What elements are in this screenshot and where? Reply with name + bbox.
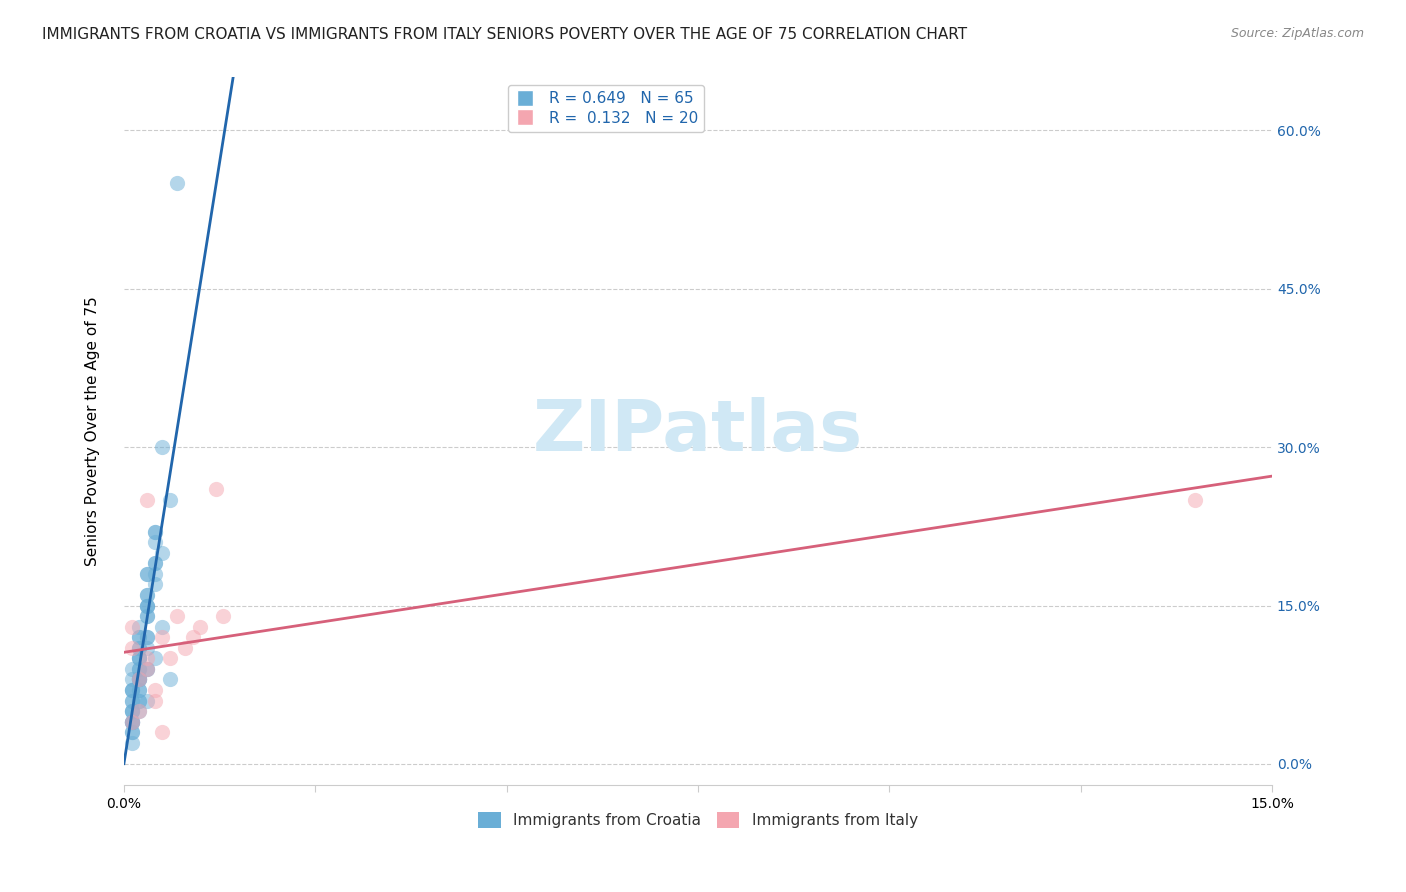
Point bbox=[135, 662, 157, 676]
Point bbox=[121, 683, 143, 698]
Point bbox=[150, 440, 173, 454]
Point bbox=[135, 588, 157, 602]
Point bbox=[128, 662, 150, 676]
Text: Source: ZipAtlas.com: Source: ZipAtlas.com bbox=[1230, 27, 1364, 40]
Point bbox=[159, 492, 181, 507]
Point bbox=[135, 609, 157, 624]
Point bbox=[128, 673, 150, 687]
Point bbox=[128, 662, 150, 676]
Point bbox=[128, 620, 150, 634]
Point bbox=[143, 556, 166, 570]
Point bbox=[128, 651, 150, 665]
Point bbox=[121, 725, 143, 739]
Point bbox=[143, 566, 166, 581]
Point bbox=[121, 662, 143, 676]
Point bbox=[166, 609, 188, 624]
Point bbox=[204, 483, 226, 497]
Point bbox=[128, 640, 150, 655]
Point bbox=[128, 651, 150, 665]
Point bbox=[135, 693, 157, 707]
Point bbox=[121, 683, 143, 698]
Point bbox=[135, 640, 157, 655]
Point bbox=[135, 609, 157, 624]
Point bbox=[135, 599, 157, 613]
Point bbox=[143, 556, 166, 570]
Point bbox=[128, 673, 150, 687]
Point bbox=[1184, 492, 1206, 507]
Point bbox=[121, 714, 143, 729]
Point bbox=[135, 566, 157, 581]
Point bbox=[135, 566, 157, 581]
Point bbox=[121, 673, 143, 687]
Text: ZIPatlas: ZIPatlas bbox=[533, 397, 863, 466]
Point bbox=[128, 630, 150, 644]
Point bbox=[143, 693, 166, 707]
Point bbox=[212, 609, 235, 624]
Point bbox=[128, 673, 150, 687]
Point bbox=[128, 683, 150, 698]
Point bbox=[128, 673, 150, 687]
Point bbox=[121, 704, 143, 718]
Point bbox=[128, 693, 150, 707]
Point bbox=[128, 630, 150, 644]
Point bbox=[150, 725, 173, 739]
Point bbox=[143, 535, 166, 549]
Point bbox=[143, 651, 166, 665]
Point bbox=[128, 693, 150, 707]
Point bbox=[143, 683, 166, 698]
Point bbox=[135, 588, 157, 602]
Point bbox=[143, 524, 166, 539]
Point bbox=[159, 651, 181, 665]
Point bbox=[121, 714, 143, 729]
Point bbox=[135, 630, 157, 644]
Point bbox=[135, 492, 157, 507]
Point bbox=[190, 620, 212, 634]
Point bbox=[174, 640, 197, 655]
Point bbox=[135, 599, 157, 613]
Point bbox=[128, 704, 150, 718]
Point bbox=[128, 683, 150, 698]
Point bbox=[150, 546, 173, 560]
Point bbox=[150, 620, 173, 634]
Point bbox=[121, 693, 143, 707]
Point bbox=[135, 599, 157, 613]
Point bbox=[121, 704, 143, 718]
Y-axis label: Seniors Poverty Over the Age of 75: Seniors Poverty Over the Age of 75 bbox=[86, 296, 100, 566]
Point bbox=[121, 725, 143, 739]
Point bbox=[121, 714, 143, 729]
Point bbox=[143, 577, 166, 591]
Point bbox=[128, 640, 150, 655]
Point bbox=[166, 176, 188, 190]
Text: IMMIGRANTS FROM CROATIA VS IMMIGRANTS FROM ITALY SENIORS POVERTY OVER THE AGE OF: IMMIGRANTS FROM CROATIA VS IMMIGRANTS FR… bbox=[42, 27, 967, 42]
Point bbox=[128, 673, 150, 687]
Point bbox=[121, 704, 143, 718]
Point bbox=[128, 651, 150, 665]
Point bbox=[121, 683, 143, 698]
Point bbox=[135, 662, 157, 676]
Point bbox=[135, 662, 157, 676]
Point bbox=[143, 524, 166, 539]
Point bbox=[135, 630, 157, 644]
Point bbox=[121, 714, 143, 729]
Point bbox=[121, 714, 143, 729]
Point bbox=[128, 704, 150, 718]
Point bbox=[121, 736, 143, 750]
Point bbox=[121, 640, 143, 655]
Legend: Immigrants from Croatia, Immigrants from Italy: Immigrants from Croatia, Immigrants from… bbox=[472, 805, 924, 834]
Point bbox=[159, 673, 181, 687]
Point bbox=[121, 620, 143, 634]
Point bbox=[121, 693, 143, 707]
Point bbox=[181, 630, 204, 644]
Point bbox=[135, 651, 157, 665]
Point bbox=[150, 630, 173, 644]
